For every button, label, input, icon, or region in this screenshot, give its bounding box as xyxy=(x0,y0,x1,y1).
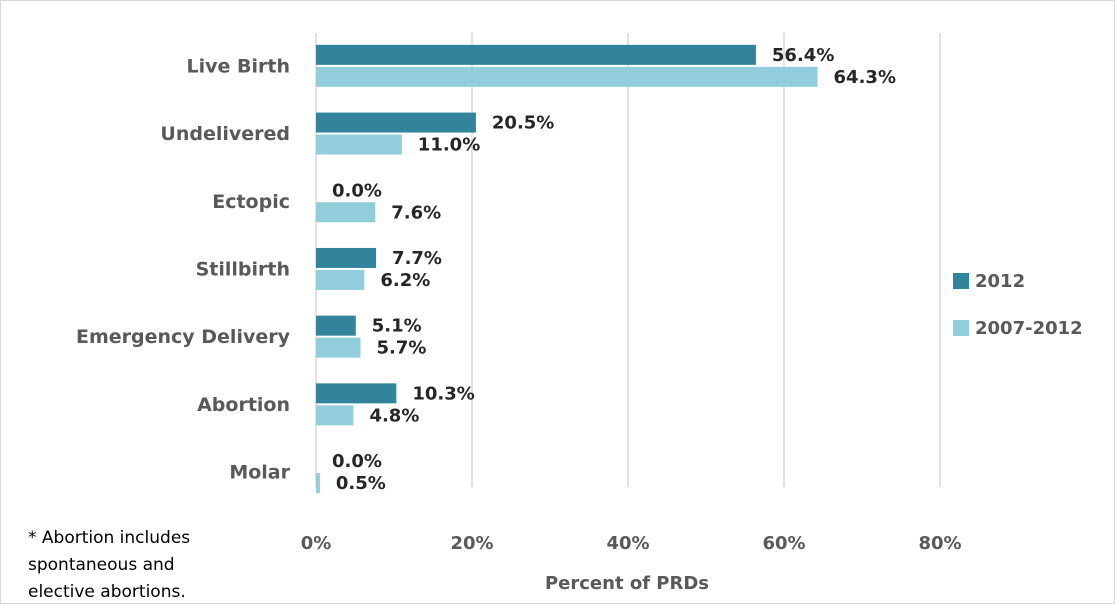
x-axis-title: Percent of PRDs xyxy=(545,573,709,594)
category-label: Live Birth xyxy=(187,55,290,77)
category-label: Ectopic xyxy=(212,191,290,213)
legend-label: 2007-2012 xyxy=(975,318,1083,339)
bar xyxy=(316,383,397,404)
data-label: 20.5% xyxy=(492,113,554,134)
data-label: 0.0% xyxy=(332,451,382,472)
category-label: Undelivered xyxy=(160,123,290,145)
x-tick-label: 60% xyxy=(762,533,805,554)
category-label: Emergency Delivery xyxy=(76,326,291,348)
legend-swatch xyxy=(953,273,969,289)
bar xyxy=(316,66,818,87)
data-label: 6.2% xyxy=(380,270,430,291)
data-label: 0.0% xyxy=(332,180,382,201)
bar xyxy=(316,269,365,290)
category-label: Abortion xyxy=(197,394,290,416)
data-label: 64.3% xyxy=(834,67,896,88)
bar xyxy=(316,337,361,358)
annotation: * Abortion includes xyxy=(28,528,190,548)
x-tick-label: 0% xyxy=(301,533,332,554)
bar xyxy=(316,112,476,133)
data-label: 10.3% xyxy=(412,383,474,404)
data-label: 5.1% xyxy=(372,316,422,337)
bar xyxy=(316,134,402,155)
category-label: Molar xyxy=(229,462,290,484)
annotation: elective abortions. xyxy=(28,582,186,602)
bar xyxy=(316,315,356,336)
data-label: 56.4% xyxy=(772,45,834,66)
annotation: spontaneous and xyxy=(28,555,175,575)
category-label: Stillbirth xyxy=(196,258,290,280)
x-tick-label: 40% xyxy=(606,533,649,554)
x-tick-label: 20% xyxy=(450,533,493,554)
bar xyxy=(316,473,320,494)
bar xyxy=(316,202,376,223)
data-label: 7.7% xyxy=(392,248,442,269)
legend-label: 2012 xyxy=(975,271,1025,292)
data-label: 4.8% xyxy=(369,405,419,426)
legend-swatch xyxy=(953,320,969,336)
data-label: 7.6% xyxy=(391,202,441,223)
bar xyxy=(316,247,377,268)
data-label: 0.5% xyxy=(336,473,386,494)
x-tick-label: 80% xyxy=(918,533,961,554)
data-label: 5.7% xyxy=(376,338,426,359)
bar xyxy=(316,405,354,426)
data-label: 11.0% xyxy=(418,135,480,156)
bar xyxy=(316,44,756,65)
